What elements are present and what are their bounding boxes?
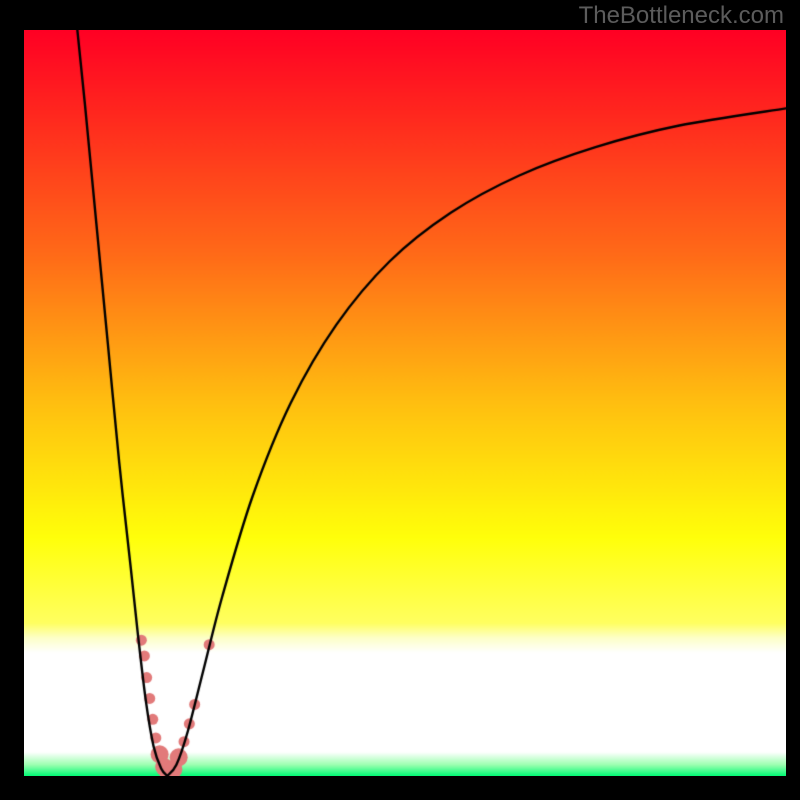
bottleneck-chart bbox=[24, 30, 786, 776]
watermark-text: TheBottleneck.com bbox=[579, 2, 784, 30]
